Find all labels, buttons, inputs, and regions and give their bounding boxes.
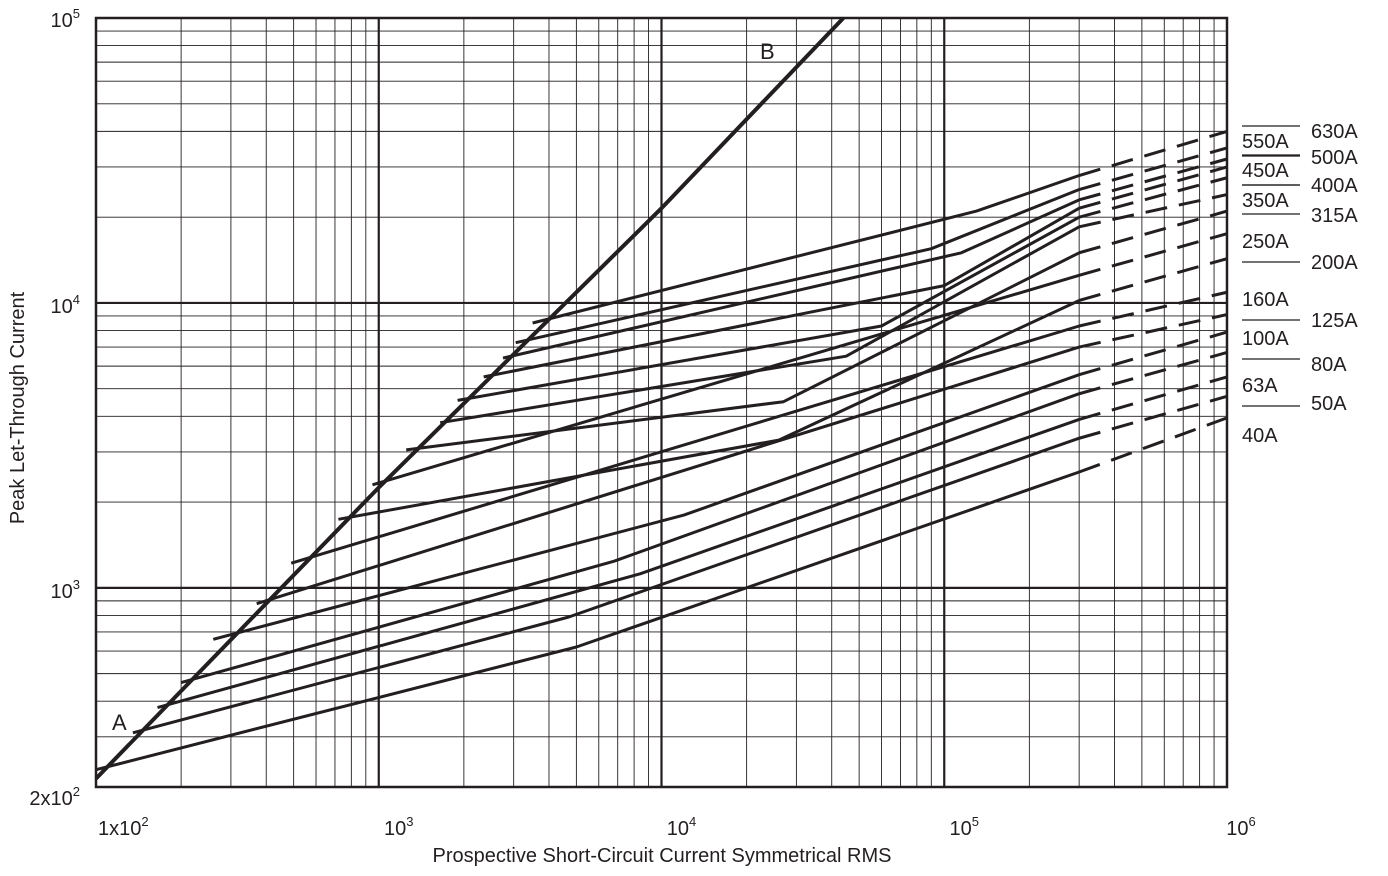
- x-axis-label: Prospective Short-Circuit Current Symmet…: [433, 845, 892, 867]
- x-tick-label-exponent: 4: [689, 814, 696, 829]
- x-tick-label-base: 10: [950, 818, 972, 840]
- series-line-250A: [372, 273, 1080, 487]
- series-line-63A: [157, 417, 1080, 710]
- rating-label-630A: 630A: [1311, 121, 1358, 143]
- x-tick-label: 1x102: [98, 814, 149, 840]
- rating-label-40A: 40A: [1242, 425, 1278, 447]
- y-tick-label-base: 10: [51, 581, 73, 603]
- series-extrapolation-315A: [1078, 209, 1228, 255]
- series-extrapolation-200A: [1078, 257, 1228, 302]
- series-line-500A: [502, 198, 1080, 360]
- rating-label-50A: 50A: [1311, 393, 1347, 415]
- series-line-400A: [457, 215, 1080, 402]
- x-tick-label-base: 1x10: [98, 818, 141, 840]
- series-line-450A: [483, 206, 1080, 379]
- y-tick-label-base: 10: [51, 10, 73, 32]
- series-line-200A: [338, 299, 1080, 521]
- rating-label-63A: 63A: [1242, 375, 1278, 397]
- series-extrapolation-63A: [1078, 375, 1228, 421]
- rating-label-350A: 350A: [1242, 190, 1289, 212]
- rating-label-550A: 550A: [1242, 131, 1289, 153]
- x-tick-label: 106: [1226, 814, 1255, 840]
- series-line-315A: [406, 251, 1080, 452]
- x-tick-label-base: 10: [1226, 818, 1248, 840]
- series-line-100A: [212, 373, 1080, 641]
- y-tick-label: 104: [51, 292, 80, 318]
- y-tick-label-exponent: 5: [73, 6, 80, 21]
- y-tick-label-base: 10: [51, 296, 73, 318]
- y-tick-label-exponent: 3: [73, 577, 80, 592]
- series-line-630A: [532, 174, 1080, 325]
- x-tick-label-exponent: 3: [406, 814, 413, 829]
- rating-label-100A: 100A: [1242, 328, 1289, 350]
- y-tick-label-exponent: 4: [73, 292, 80, 307]
- x-tick-label-base: 10: [384, 818, 406, 840]
- series-line-160A: [290, 324, 1080, 565]
- series-extrapolation-500A: [1078, 157, 1228, 202]
- series-line-550A: [515, 188, 1080, 345]
- rating-label-160A: 160A: [1242, 289, 1289, 311]
- series-line-125A: [256, 345, 1080, 606]
- plot-border: [94, 16, 1229, 789]
- x-tick-label-exponent: 2: [141, 814, 148, 829]
- x-tick-label: 103: [384, 814, 413, 840]
- y-axis-label: Peak Let-Through Current: [7, 291, 29, 524]
- series-lines: [95, 129, 1228, 772]
- series-extrapolation-400A: [1078, 176, 1228, 219]
- series-line-50A: [132, 436, 1080, 735]
- series-extrapolation-125A: [1078, 313, 1228, 349]
- series-extrapolation-80A: [1078, 351, 1228, 396]
- reference-label-b: B: [760, 39, 775, 64]
- x-tick-label-base: 10: [667, 818, 689, 840]
- series-labels: 550A 450A 350A 250A 160A 100A 63A 40A 630A 500A 40…: [1242, 121, 1358, 447]
- series-line-80A: [180, 392, 1080, 685]
- series-extrapolation-250A: [1078, 232, 1228, 277]
- series-line-40A: [95, 470, 1080, 772]
- series-extrapolation-630A: [1078, 129, 1228, 177]
- reference-label-a: A: [112, 710, 127, 735]
- rating-label-200A: 200A: [1311, 252, 1358, 274]
- rating-label-80A: 80A: [1311, 354, 1347, 376]
- reference-line-a-b: [94, 16, 845, 780]
- reference-line: AB: [94, 16, 845, 780]
- x-tick-label: 104: [667, 814, 696, 840]
- rating-label-125A: 125A: [1311, 310, 1358, 332]
- y-tick-label-exponent: 2: [73, 784, 80, 799]
- x-tick-label-exponent: 5: [972, 814, 979, 829]
- rating-label-400A: 400A: [1311, 175, 1358, 197]
- series-extrapolation-350A: [1078, 193, 1228, 229]
- rating-label-500A: 500A: [1311, 147, 1358, 169]
- y-tick-label: 105: [51, 6, 80, 32]
- y-tick-label: 2x102: [29, 784, 80, 810]
- rating-label-315A: 315A: [1311, 205, 1358, 227]
- x-tick-label-exponent: 6: [1249, 814, 1256, 829]
- y-tick-label: 103: [51, 577, 80, 603]
- series-extrapolation-40A: [1078, 416, 1228, 474]
- x-tick-label: 105: [950, 814, 979, 840]
- y-tick-label-base: 2x10: [29, 788, 72, 810]
- plot-frame: [94, 16, 1229, 789]
- rating-label-250A: 250A: [1242, 231, 1289, 253]
- series-extrapolation-100A: [1078, 330, 1228, 377]
- series-extrapolation-550A: [1078, 146, 1228, 191]
- series-line-350A: [439, 225, 1080, 425]
- series-extrapolation-450A: [1078, 165, 1228, 210]
- rating-label-450A: 450A: [1242, 160, 1289, 182]
- series-extrapolation-50A: [1078, 394, 1228, 440]
- series-extrapolation-160A: [1078, 290, 1228, 328]
